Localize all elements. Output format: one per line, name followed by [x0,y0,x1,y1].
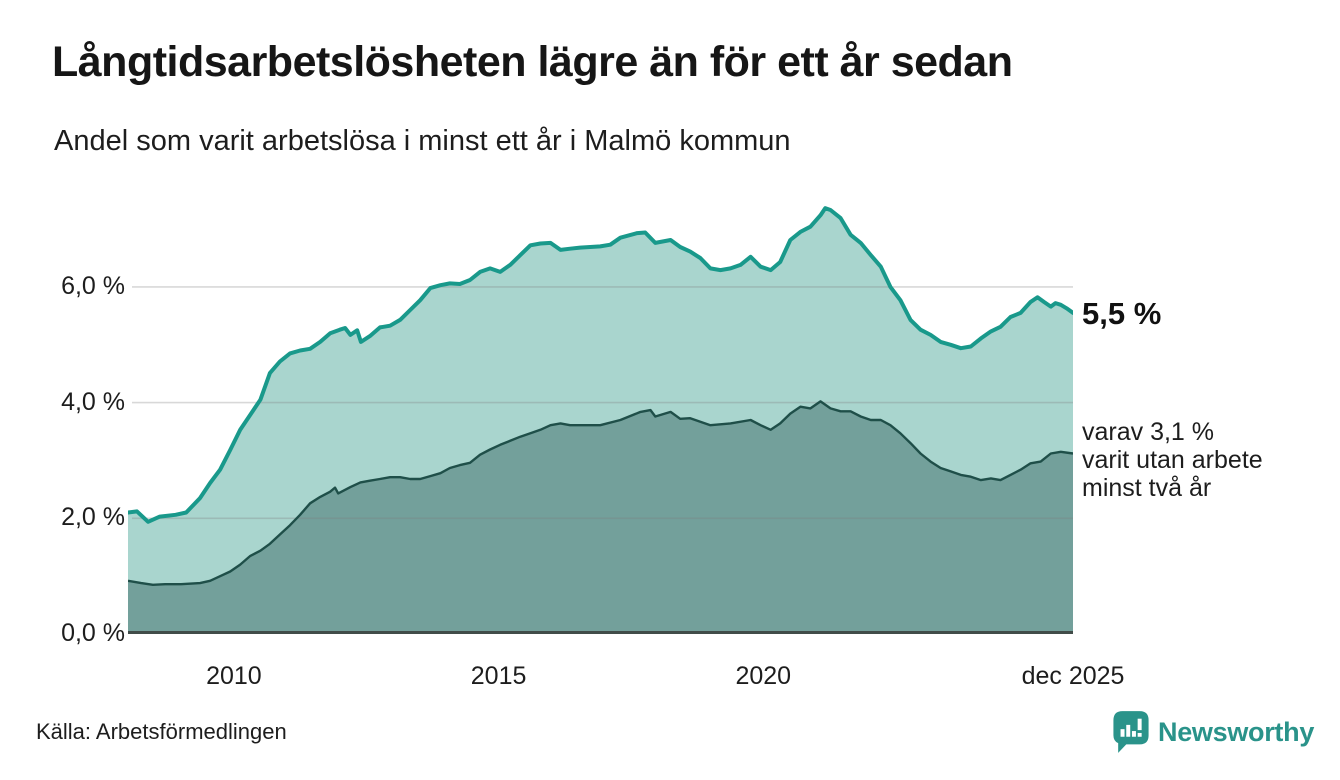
y-tick-label: 0,0 % [61,619,125,647]
chart-subtitle: Andel som varit arbetslösa i minst ett å… [54,125,791,157]
annotation-line: minst två år [1082,474,1212,502]
series-end-label-twoplus: varav 3,1 % varit utan arbete minst två år [1082,418,1263,502]
newsworthy-bubble-icon [1113,711,1149,753]
stacked-area-chart [128,206,1073,634]
series-end-label-total: 5,5 % [1082,296,1162,331]
source-note: Källa: Arbetsförmedlingen [36,719,287,744]
y-tick-label: 2,0 % [61,503,125,532]
x-tick-label: 2020 [735,662,792,690]
x-tick-label: 2010 [206,662,262,690]
page-title: Långtidsarbetslösheten lägre än för ett … [52,38,1013,86]
annotation-line: varav 3,1 % [1082,418,1215,446]
brand-name: Newsworthy [1158,716,1315,747]
y-tick-label: 4,0 % [61,387,125,416]
brand-logo: Newsworthy [1112,709,1314,755]
y-tick-label: 6,0 % [61,271,125,300]
annotation-line: varit utan arbete [1082,446,1263,474]
x-tick-label: dec 2025 [1021,662,1125,690]
x-tick-label: 2015 [470,662,527,690]
